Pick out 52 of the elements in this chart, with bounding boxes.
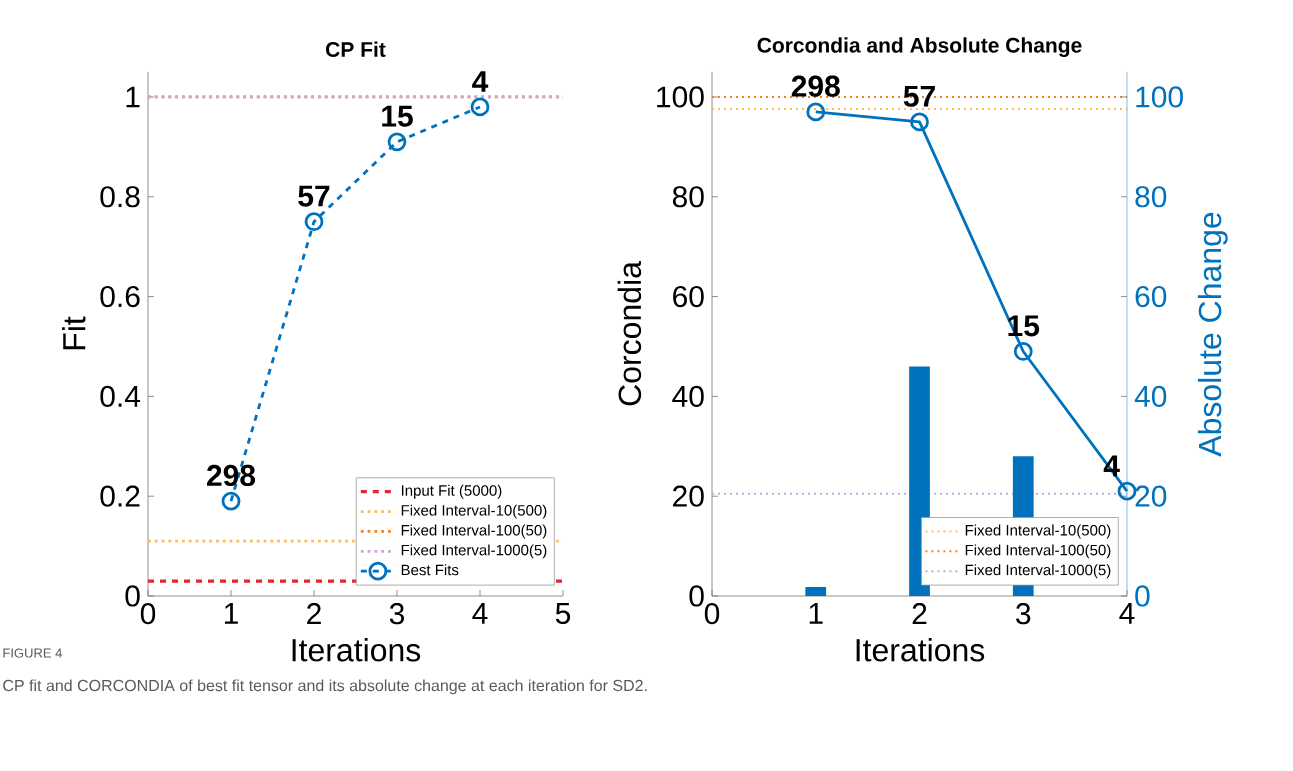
legend-label: Input Fit (5000): [401, 484, 502, 499]
x-tick-label: 1: [809, 603, 823, 624]
y-tick-label: 0.2: [100, 485, 140, 507]
y2-tick-label: 40: [1134, 385, 1167, 407]
y2-tick-label: 0: [1135, 585, 1150, 607]
y2-axis-title: Absolute Change: [1197, 212, 1228, 457]
legend-label: Fixed Interval-10(500): [401, 504, 547, 519]
x-tick-label: 4: [1119, 603, 1135, 624]
annotation: 298: [207, 464, 256, 487]
y-tick-label: 0.6: [100, 285, 140, 308]
annotation: 57: [903, 85, 935, 107]
y-tick-label: 1: [126, 86, 140, 108]
annotation: 15: [382, 105, 413, 127]
annotation: 4: [472, 71, 489, 92]
legend-label: Fixed Interval-100(50): [401, 524, 547, 539]
y-tick-label: 80: [672, 186, 704, 208]
x-tick-label: 4: [472, 603, 488, 624]
y-tick-label: 20: [673, 485, 704, 507]
x-tick-label: 3: [389, 603, 405, 625]
chart-title: Corcondia and Absolute Change: [757, 37, 1082, 57]
legend-label: Fixed Interval-1000(5): [965, 564, 1111, 579]
x-tick-label: 2: [307, 603, 321, 625]
annotation: 298: [791, 75, 840, 97]
legend-label: Best Fits: [401, 564, 459, 576]
x-tick-label: 3: [1016, 603, 1031, 625]
x-tick-label: 1: [224, 603, 238, 624]
caption: FIGURE 4: [3, 648, 62, 658]
legend-label: Fixed Interval-10(500): [965, 524, 1111, 539]
y-tick-label: 60: [673, 285, 704, 308]
x-tick-label: 5: [555, 603, 571, 624]
x-tick-label: 0: [140, 603, 156, 625]
y-axis-title: Corcondia: [617, 261, 642, 406]
legend-label: Fixed Interval-1000(5): [401, 544, 547, 559]
x-tick-label: 0: [704, 603, 720, 625]
y-axis-title: Fit: [62, 316, 86, 350]
y-tick-label: 100: [657, 86, 704, 108]
y2-tick-label: 20: [1135, 485, 1167, 507]
y-tick-label: 40: [672, 385, 704, 407]
y-tick-label: 0: [689, 585, 704, 607]
chart-title: CP Fit: [326, 41, 386, 57]
y-tick-label: 0.4: [100, 385, 141, 407]
x-tick-label: 2: [912, 603, 927, 625]
annotation: 57: [298, 185, 330, 207]
text: CP fit and CORCONDIA of best fit tensor and its absolute change at each iteration for SD2.: [3, 679, 647, 695]
y-tick-label: 0.8: [100, 186, 140, 208]
y2-tick-label: 100: [1136, 86, 1183, 108]
y-tick-label: 0: [125, 585, 140, 607]
x-axis-title: Iterations: [292, 638, 421, 662]
y2-tick-label: 60: [1135, 285, 1167, 308]
legend-label: Fixed Interval-100(50): [965, 544, 1111, 559]
x-axis-title: Iterations: [856, 638, 985, 662]
y2-tick-label: 80: [1135, 186, 1167, 208]
